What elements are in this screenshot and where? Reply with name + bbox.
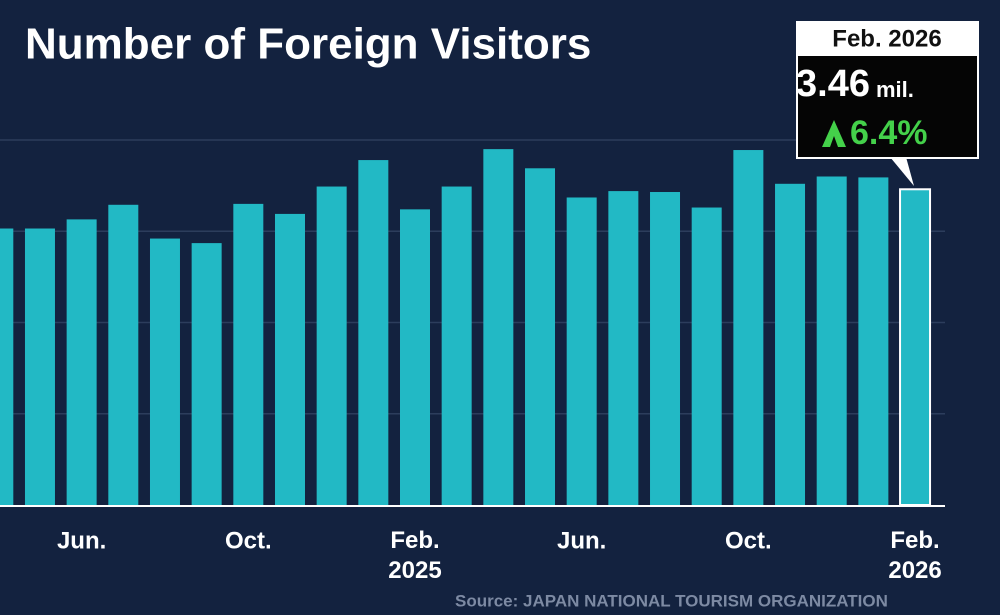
bars [0,149,932,506]
callout-tail [890,157,914,186]
x-tick-label: Oct. [725,527,772,554]
callout-value: 3.46 [796,63,870,105]
bar [0,228,14,505]
bar [66,219,97,505]
x-tick-label: Jun. [557,527,606,554]
bar [483,149,514,505]
bar [191,243,222,506]
x-tick-label: Oct. [225,527,272,554]
x-tick-label: Feb. 2026 [888,527,941,584]
bar [608,191,639,505]
callout-header [797,22,978,56]
bar [733,150,764,505]
bar [566,197,597,506]
x-labels: Jun. Oct. Feb. 2025 Jun. Oct. Feb. 2026 [57,527,942,584]
bar [149,238,180,506]
bar [650,192,681,505]
bar [858,177,889,505]
bar [400,209,430,505]
bar [274,213,305,505]
bar [233,203,264,505]
bar [108,204,139,505]
callout-change: 6.4% [850,114,928,152]
bar [525,168,556,505]
bar [24,228,55,505]
callout-unit: mil. [876,77,914,102]
x-tick-label: Jun. [57,527,106,554]
bar [816,176,847,505]
bar [358,160,389,505]
chart-title: Number of Foreign Visitors [25,20,591,69]
callout-label: Feb. 2026 [832,25,941,52]
x-tick-label: Feb. 2025 [388,527,441,584]
callout: Feb. 2026 3.46 mil. 6.4% [796,21,979,186]
bar [316,186,347,505]
bar [441,186,472,505]
up-arrow [822,120,846,147]
bar [775,183,806,506]
bar [899,188,932,506]
source: Source: JAPAN NATIONAL TOURISM ORGANIZAT… [455,591,888,610]
bar [691,207,722,505]
